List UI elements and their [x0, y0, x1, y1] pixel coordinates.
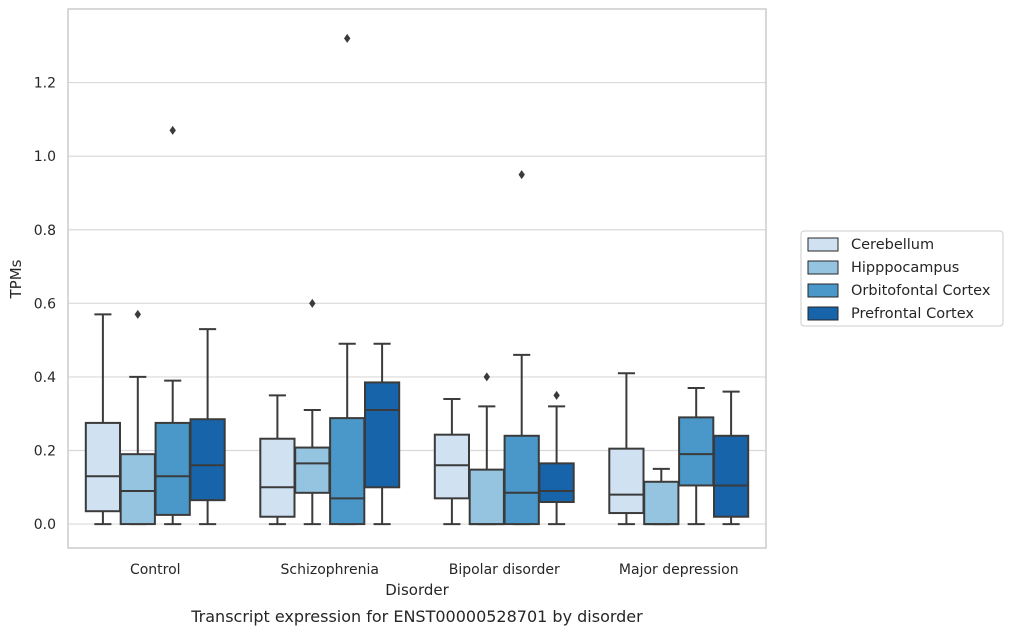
legend-label: Orbitofontal Cortex — [851, 283, 991, 299]
box-iqr — [329, 417, 366, 526]
y-tick-label: 0.6 — [34, 296, 56, 312]
x-tick-labels: Control Schizophrenia Bipolar disorder Majo… — [130, 562, 739, 578]
legend-label: Prefrontal Cortex — [851, 306, 974, 322]
box-iqr — [294, 446, 331, 494]
outlier-point — [344, 33, 351, 43]
figure-caption: Transcript expression for ENST0000052870… — [190, 607, 643, 626]
box-iqr — [189, 418, 226, 502]
y-tick-label: 0.2 — [34, 444, 56, 460]
box-orbitofontal-cortex — [503, 170, 540, 526]
x-tick-label: Bipolar disorder — [449, 562, 560, 578]
box-iqr — [538, 462, 575, 504]
box-hipppocampus — [468, 372, 505, 526]
legend-swatch — [807, 260, 839, 275]
box-prefrontal-cortex — [189, 328, 226, 526]
legend-swatch — [807, 237, 839, 252]
box-prefrontal-cortex — [363, 342, 401, 526]
x-axis-label: Disorder — [385, 581, 449, 599]
outlier-point — [483, 372, 490, 382]
box-groups — [84, 33, 750, 526]
box-iqr — [119, 453, 156, 526]
box-iqr — [433, 433, 471, 500]
y-tick-label: 1.2 — [34, 76, 56, 92]
box-orbitofontal-cortex — [329, 33, 366, 526]
legend: Cerebellum Hipppocampus Orbitofontal Corte… — [800, 230, 1004, 327]
outlier-point — [553, 390, 560, 400]
box-cerebellum — [259, 394, 296, 526]
box-iqr — [712, 434, 750, 518]
box-hipppocampus — [643, 467, 680, 526]
legend-label: Cerebellum — [851, 237, 934, 253]
box-iqr — [84, 421, 122, 513]
x-tick-label: Control — [130, 562, 181, 578]
box-hipppocampus — [119, 309, 156, 526]
box-iqr — [608, 447, 645, 515]
y-tick-label: 0.0 — [34, 517, 56, 533]
box-cerebellum — [608, 372, 645, 526]
outlier-point — [169, 125, 176, 135]
box-orbitofontal-cortex — [154, 125, 191, 526]
plot-frame — [67, 8, 767, 549]
y-tick-labels: 0.0 0.2 0.4 0.6 0.8 1.0 1.2 — [34, 76, 56, 534]
x-tick-label: Major depression — [619, 562, 739, 578]
box-prefrontal-cortex — [712, 390, 750, 526]
box-iqr — [363, 381, 401, 489]
box-iqr — [503, 434, 540, 526]
box-orbitofontal-cortex — [678, 386, 715, 526]
legend-label: Hipppocampus — [851, 260, 959, 276]
box-iqr — [154, 421, 191, 516]
box-iqr — [468, 468, 505, 526]
box-iqr — [259, 437, 296, 518]
y-tick-label: 0.8 — [34, 223, 56, 239]
outlier-point — [309, 298, 316, 308]
outlier-point — [134, 309, 141, 319]
outlier-point — [518, 170, 525, 180]
y-tick-label: 1.0 — [34, 149, 56, 165]
legend-frame — [800, 230, 1004, 327]
y-tick-label: 0.4 — [34, 370, 56, 386]
y-axis-label: TPMs — [7, 259, 25, 299]
legend-swatch — [807, 283, 839, 298]
box-iqr — [643, 480, 680, 526]
box-cerebellum — [433, 397, 471, 526]
box-prefrontal-cortex — [538, 390, 575, 526]
legend-swatch — [807, 306, 839, 321]
box-iqr — [678, 416, 715, 487]
x-tick-label: Schizophrenia — [281, 562, 379, 578]
